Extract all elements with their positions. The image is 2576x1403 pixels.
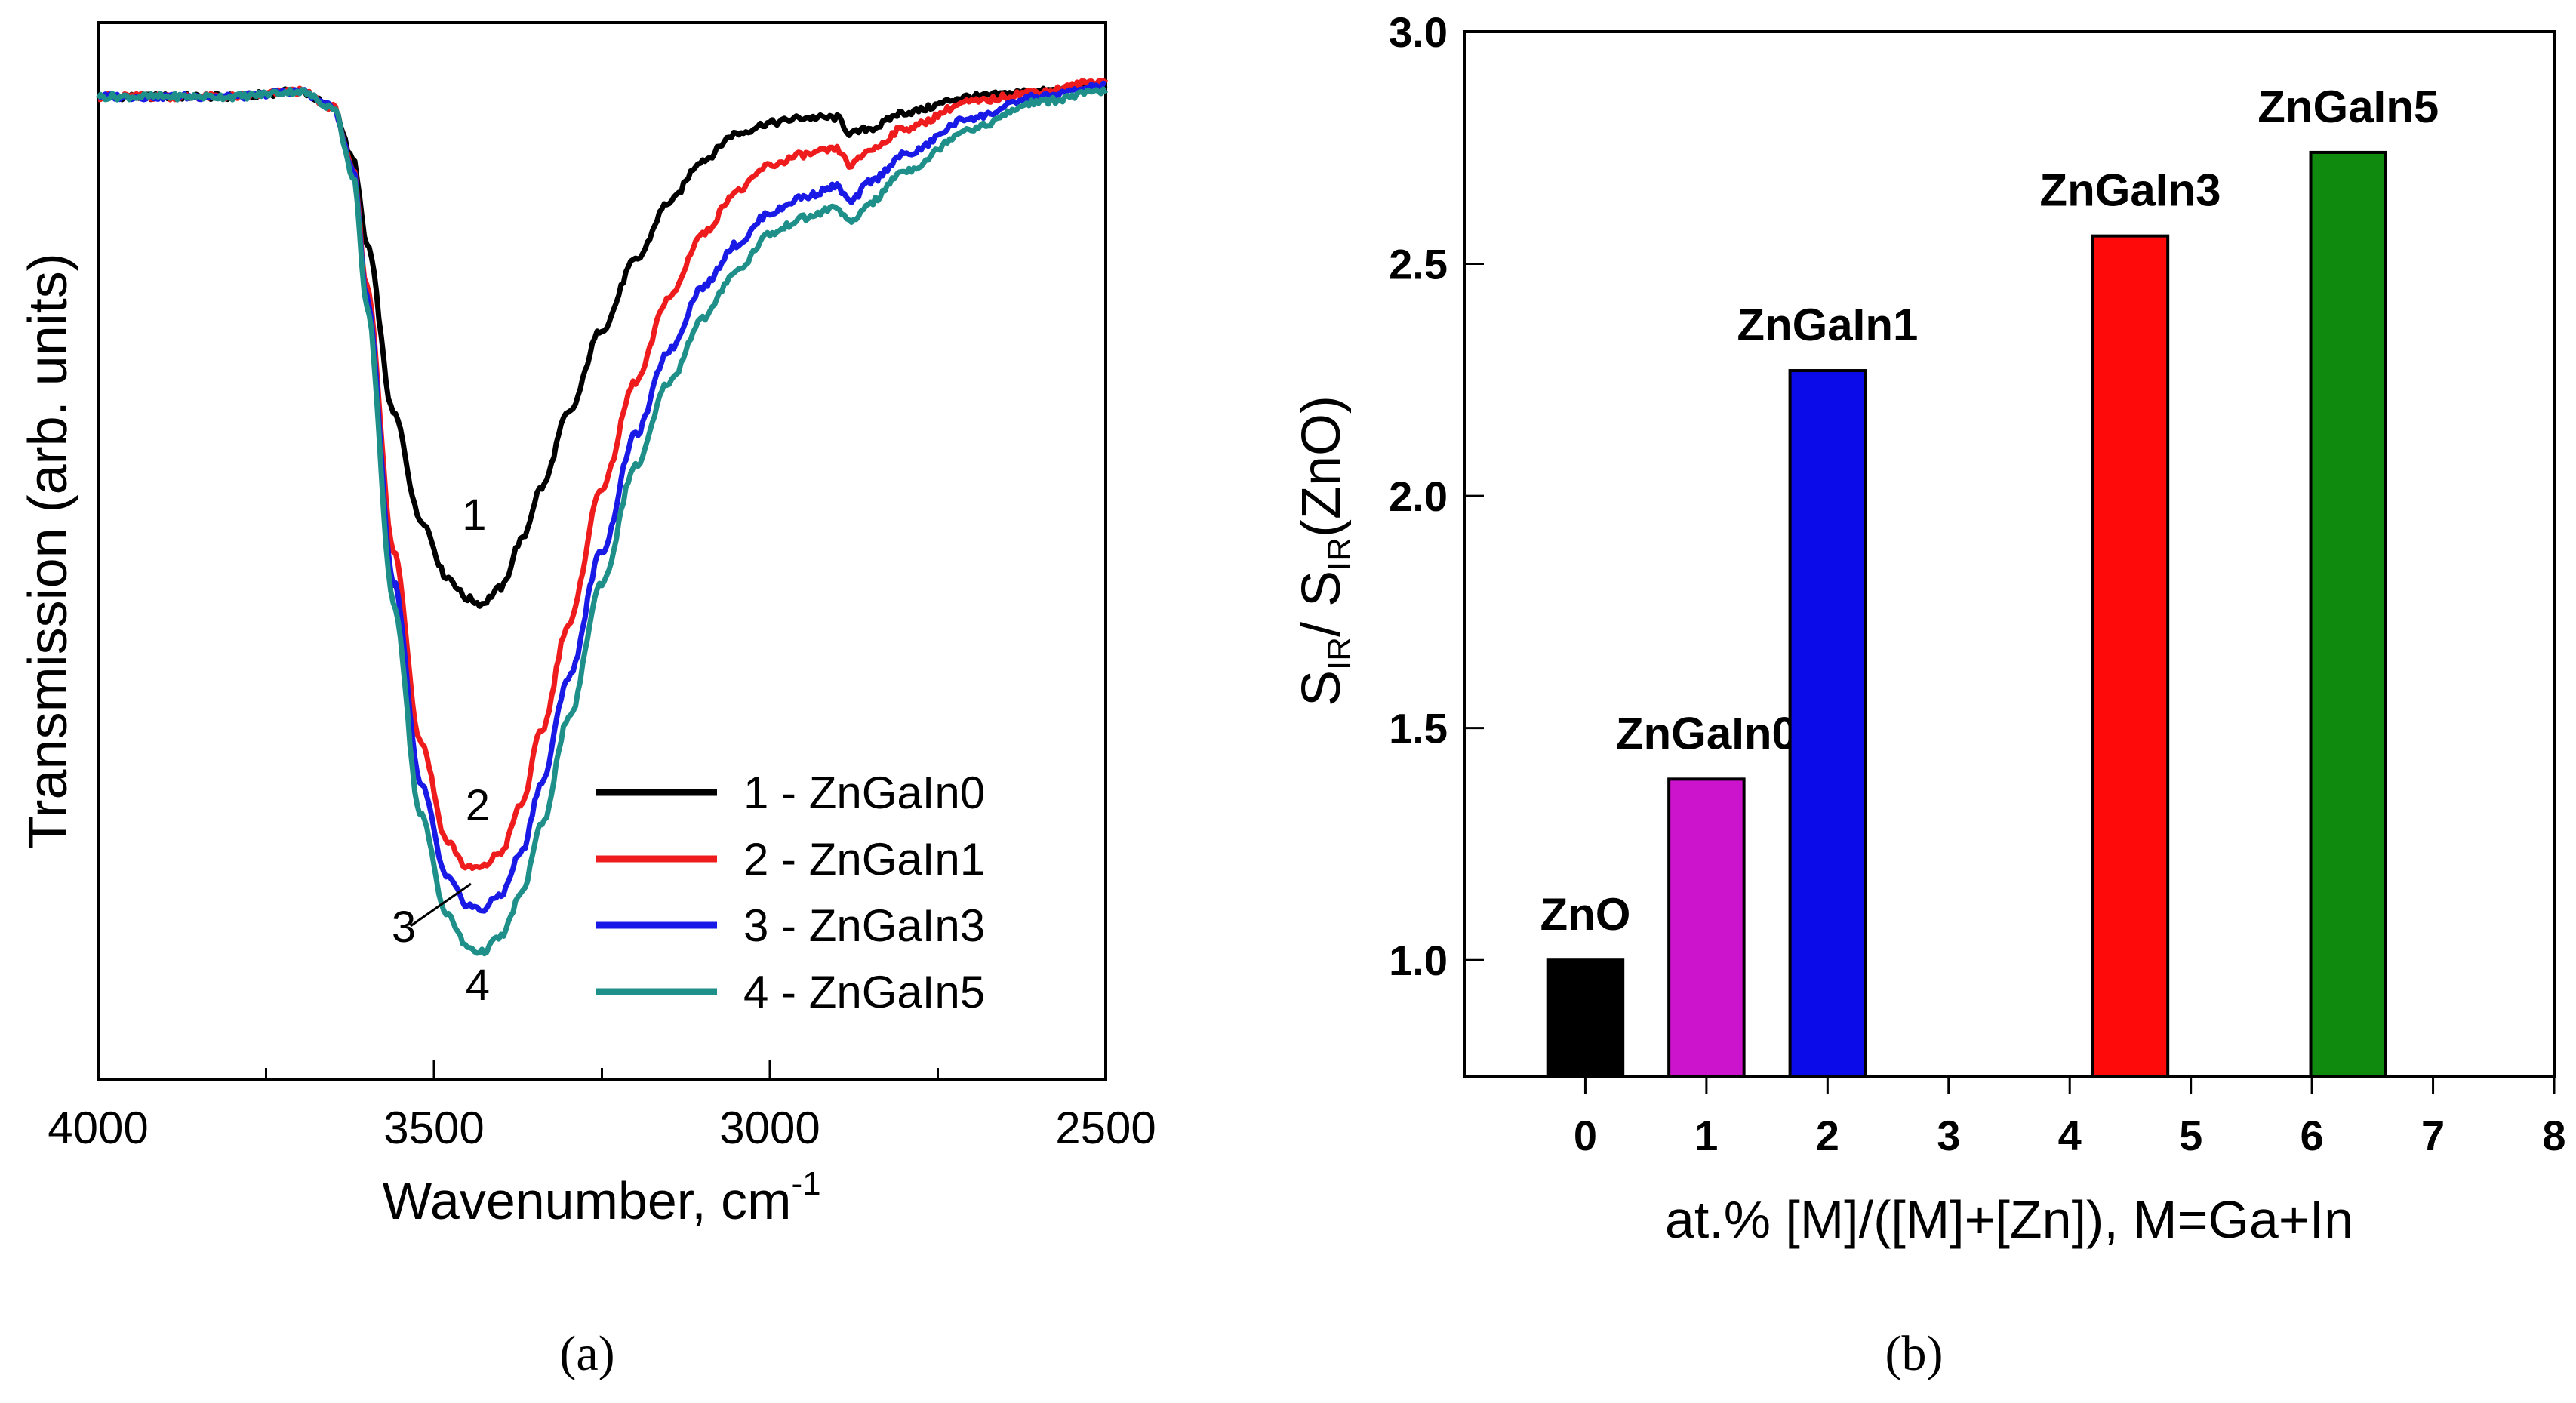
panel-a-label: (a) <box>559 1326 614 1381</box>
x-tick-label: 4000 <box>48 1103 148 1153</box>
y-tick-label: 2.5 <box>1389 241 1448 288</box>
panel-b-y-axis-label: SIR/ SIR(ZnO) <box>1291 395 1358 706</box>
bar-ZnGaIn1 <box>1788 369 1867 1078</box>
series-line-4 <box>96 86 1109 957</box>
curve-marker-3: 3 <box>392 903 416 952</box>
curve-marker-4: 4 <box>466 961 490 1010</box>
x-tick-label: 1 <box>1694 1112 1718 1159</box>
panel-b-x-ticks: 0 1 2 3 4 5 6 7 8 <box>1574 1076 2566 1159</box>
bar-label-ZnO: ZnO <box>1540 889 1630 940</box>
x-tick-label: 2 <box>1816 1112 1839 1159</box>
panel-b-frame <box>1463 30 2556 1078</box>
legend-label-1: 1 - ZnGaIn0 <box>743 768 985 818</box>
x-tick-label: 3000 <box>719 1103 820 1153</box>
bar-ZnGaIn0 <box>1667 777 1746 1078</box>
bar-ZnGaIn3 <box>2091 234 2170 1078</box>
bar-ZnO <box>1546 958 1625 1078</box>
y-tick-label: 2.0 <box>1389 472 1448 520</box>
curve-marker-1: 1 <box>462 491 486 540</box>
x-tick-label: 4 <box>2058 1112 2082 1159</box>
panel-b-bars: ZnO ZnGaIn0 ZnGaIn1 ZnGaIn3 ZnGaIn5 <box>1540 82 2439 1078</box>
curve-marker-2: 2 <box>466 781 490 830</box>
y-tick-label: 3.0 <box>1389 8 1448 56</box>
panel-b-x-axis-label: at.% [M]/([M]+[Zn]), M=Ga+In <box>1665 1190 2353 1249</box>
bar-label-ZnGaIn0: ZnGaIn0 <box>1616 708 1797 758</box>
panel-a-legend: 1 - ZnGaIn0 2 - ZnGaIn1 3 - ZnGaIn3 4 - ZnG… <box>596 768 985 1017</box>
panel-a-y-axis-label: Transmission (arb. units) <box>18 253 78 849</box>
legend-label-3: 3 - ZnGaIn3 <box>743 900 985 951</box>
panel-a-series <box>96 78 1109 957</box>
panel-a-chart: 4000 3500 3000 2500 1 2 3 4 1 - ZnGaIn0 2 - ZnG… <box>18 21 1156 1381</box>
bar-label-ZnGaIn5: ZnGaIn5 <box>2257 82 2439 132</box>
panel-b-label: (b) <box>1885 1326 1944 1381</box>
bar-label-ZnGaIn1: ZnGaIn1 <box>1737 300 1918 350</box>
panel-b-y-ticks: 1.0 1.5 2.0 2.5 3.0 <box>1389 8 1484 984</box>
bar-ZnGaIn5 <box>2309 150 2387 1078</box>
y-tick-label: 1.0 <box>1389 937 1448 984</box>
series-line-1 <box>96 81 1108 609</box>
x-tick-label: 6 <box>2301 1112 2324 1159</box>
legend-label-2: 2 - ZnGaIn1 <box>743 834 985 885</box>
x-tick-label: 3500 <box>383 1103 484 1153</box>
bar-label-ZnGaIn3: ZnGaIn3 <box>2039 165 2221 216</box>
curve-marker-3-leader <box>409 882 472 928</box>
x-tick-label: 7 <box>2421 1112 2445 1159</box>
x-tick-label: 8 <box>2542 1112 2565 1159</box>
panel-a-x-ticks: 4000 3500 3000 2500 <box>48 1060 1156 1153</box>
x-tick-label: 0 <box>1574 1112 1597 1159</box>
y-tick-label: 1.5 <box>1389 705 1448 752</box>
panel-a-x-axis-label: Wavenumber, cm-1 <box>382 1165 820 1230</box>
x-tick-label: 5 <box>2179 1112 2202 1159</box>
series-line-2 <box>97 78 1109 872</box>
legend-label-4: 4 - ZnGaIn5 <box>743 967 985 1017</box>
x-tick-label: 3 <box>1937 1112 1960 1159</box>
x-tick-label: 2500 <box>1055 1103 1156 1153</box>
panel-b-chart: 1.0 1.5 2.0 2.5 3.0 0 1 2 3 4 5 6 7 8 ZnO ZnGaIn0 ZnGa… <box>1291 8 2566 1381</box>
panel-a-curve-markers: 1 2 3 4 <box>392 491 490 1010</box>
